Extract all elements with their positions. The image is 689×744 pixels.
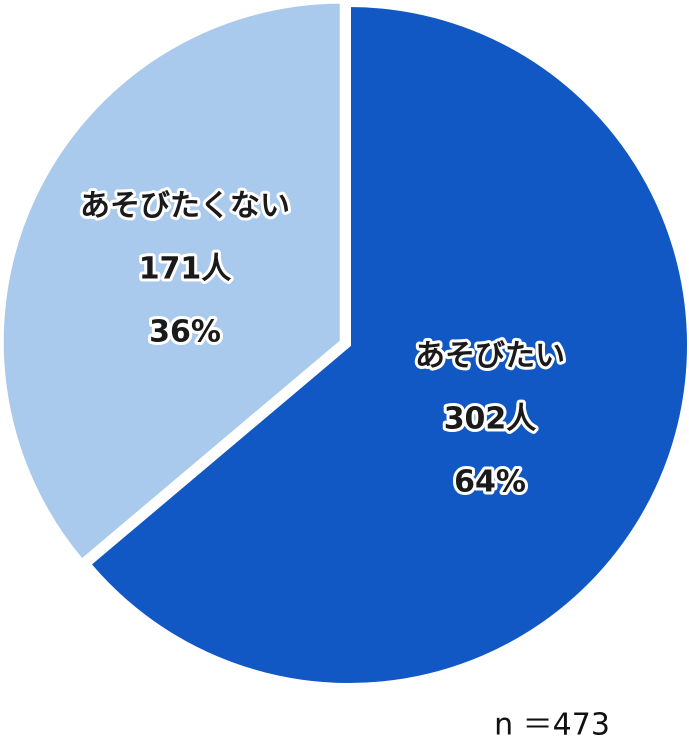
pie-slice [86, 2, 689, 687]
slice-percent-label: 64% [454, 465, 526, 500]
slice-percent-label: 36% [149, 315, 221, 350]
slice-value-label: 302人 [444, 402, 537, 437]
pie-slice [0, 0, 344, 564]
slice-category-label: あそびたくない [80, 189, 290, 224]
slice-value-label: 171人 [139, 252, 232, 287]
slice-category-label: あそびたい [415, 339, 565, 374]
sample-note: n ＝473 [494, 708, 610, 743]
